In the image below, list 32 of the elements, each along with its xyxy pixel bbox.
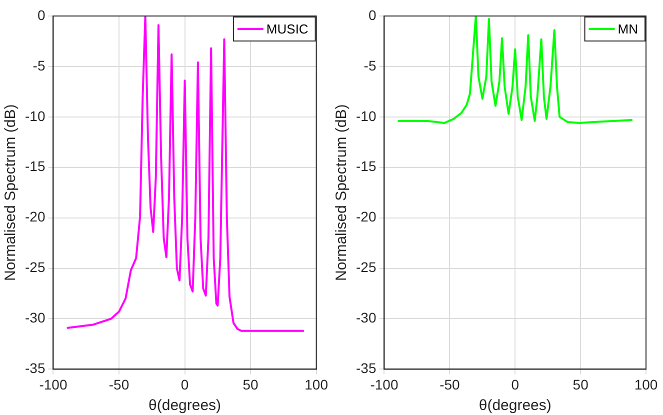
x-tick-label: -50 (108, 376, 130, 392)
x-tick-label: -100 (370, 376, 398, 392)
y-tick-label: -20 (356, 208, 376, 225)
y-tick-label: 0 (368, 6, 376, 23)
y-axis-title: Normalised Spectrum (dB) (333, 104, 350, 281)
y-tick-label: -30 (356, 310, 376, 326)
x-tick-label: 100 (634, 376, 658, 392)
y-tick-label: -5 (364, 57, 376, 74)
y-tick-label: -10 (25, 108, 46, 124)
y-tick-label: -25 (356, 259, 376, 276)
x-tick-label: 50 (242, 376, 259, 392)
x-tick-label: -50 (440, 376, 460, 392)
y-tick-label: -15 (356, 158, 376, 174)
y-tick-label: -5 (32, 57, 46, 74)
y-tick-label: -30 (25, 310, 46, 326)
x-axis-title: θ(degrees) (478, 397, 552, 414)
y-tick-label: -10 (356, 108, 376, 124)
y-tick-label: -35 (356, 360, 376, 376)
y-tick-label: -15 (25, 158, 46, 174)
x-tick-label: 100 (304, 376, 328, 392)
x-tick-label: -100 (39, 376, 68, 392)
y-tick-label: -25 (25, 259, 46, 276)
y-tick-label: -35 (25, 360, 46, 376)
x-tick-label: 50 (572, 376, 589, 392)
legend-label: MUSIC (266, 22, 308, 37)
x-axis-title: θ(degrees) (148, 397, 222, 414)
x-tick-label: 0 (180, 376, 189, 392)
y-tick-label: 0 (37, 6, 46, 23)
y-axis-title: Normalised Spectrum (dB) (2, 104, 20, 281)
x-tick-label: 0 (511, 376, 520, 392)
legend-label: MN (618, 22, 638, 37)
y-tick-label: -20 (25, 208, 46, 225)
